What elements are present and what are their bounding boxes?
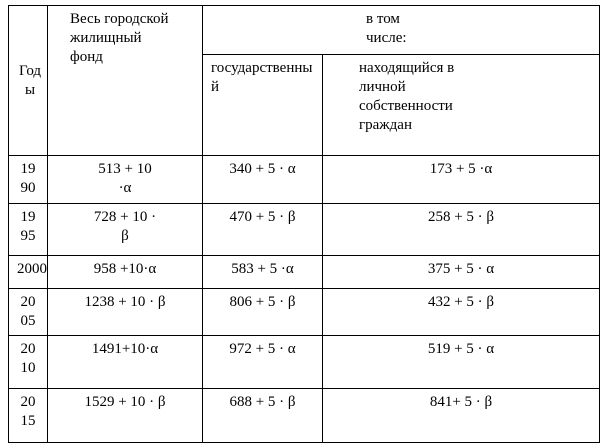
header-text: находящийся в личной собственности гражд… (359, 60, 455, 133)
table-cell: 2015 (8, 388, 48, 443)
cell-text: 258 + 5 · β (427, 209, 495, 225)
cell-text: 688 + 5 · β (229, 394, 296, 410)
table-cell: 432 + 5 · β (322, 288, 600, 336)
header-text: Весь городской жилищный фонд (70, 11, 169, 65)
table-cell: 2010 (8, 335, 48, 389)
table-cell: 1995 (8, 203, 48, 256)
cell-text: 1990 (20, 161, 36, 196)
table-row: 1995 728 + 10 · β 470 + 5 · β 258 + 5 · β (8, 203, 600, 256)
table-cell: 375 + 5 · α (322, 255, 600, 289)
cell-text: 2005 (20, 294, 36, 329)
table-row: 1990 513 + 10 ·α 340 + 5 · α 173 + 5 ·α (8, 155, 600, 204)
cell-text: 432 + 5 · β (427, 294, 495, 310)
table-cell: 258 + 5 · β (322, 203, 600, 256)
table-cell: 1491+10·α (47, 335, 203, 389)
cell-text: 513 + 10 ·α (98, 161, 152, 196)
header-cell: Годы (8, 5, 48, 156)
table-cell: 1990 (8, 155, 48, 204)
cell-text: 972 + 5 · α (229, 341, 296, 357)
cell-text: 2010 (20, 341, 36, 376)
cell-text: 958 +10·α (93, 261, 157, 277)
table-row: 2000 958 +10·α 583 + 5 ·α 375 + 5 · α (8, 255, 600, 289)
cell-text: 2015 (20, 394, 36, 429)
cell-text: 2000 (17, 261, 47, 277)
table-row: 2010 1491+10·α 972 + 5 · α 519 + 5 · α (8, 335, 600, 389)
cell-text: 340 + 5 · α (229, 161, 296, 177)
cell-text: 1238 + 10 · β (84, 294, 166, 310)
table-cell: 958 +10·α (47, 255, 203, 289)
cell-text: 806 + 5 · β (229, 294, 296, 310)
cell-text: 173 + 5 ·α (429, 161, 493, 177)
header-text: Годы (18, 62, 42, 98)
cell-text: 1995 (20, 209, 36, 244)
header-row: Годы Весь городской жилищный фонд в том … (8, 5, 600, 156)
cell-text: 375 + 5 · α (427, 261, 495, 277)
header-text: в том числе: (366, 11, 407, 46)
header-text: государственный (211, 60, 313, 95)
table-cell: 470 + 5 · β (202, 203, 323, 256)
table-cell: 728 + 10 · β (47, 203, 203, 256)
table-cell: 340 + 5 · α (202, 155, 323, 204)
cell-text: 841+ 5 · β (429, 394, 493, 410)
table-cell: 583 + 5 ·α (202, 255, 323, 289)
header-cell: в том числе: (202, 5, 600, 55)
housing-table: Годы Весь городской жилищный фонд в том … (8, 5, 600, 443)
table-row: 2005 1238 + 10 · β 806 + 5 · β 432 + 5 · β (8, 288, 600, 336)
table-cell: 806 + 5 · β (202, 288, 323, 336)
table-cell: 513 + 10 ·α (47, 155, 203, 204)
header-cell: Весь городской жилищный фонд (47, 5, 203, 156)
table-cell: 2005 (8, 288, 48, 336)
cell-text: 1491+10·α (91, 341, 159, 357)
table-body: 1990 513 + 10 ·α 340 + 5 · α 173 + 5 ·α 1995… (8, 155, 600, 443)
table-cell: 173 + 5 ·α (322, 155, 600, 204)
table-cell: 972 + 5 · α (202, 335, 323, 389)
cell-text: 470 + 5 · β (229, 209, 296, 225)
table-cell: 841+ 5 · β (322, 388, 600, 443)
cell-text: 728 + 10 · β (93, 209, 157, 244)
table-cell: 1529 + 10 · β (47, 388, 203, 443)
header-cell: находящийся в личной собственности гражд… (322, 54, 600, 156)
cell-text: 519 + 5 · α (427, 341, 495, 357)
cell-text: 583 + 5 ·α (231, 261, 294, 277)
cell-text: 1529 + 10 · β (84, 394, 166, 410)
table-cell: 519 + 5 · α (322, 335, 600, 389)
table-row: 2015 1529 + 10 · β 688 + 5 · β 841+ 5 · β (8, 388, 600, 443)
table-cell: 688 + 5 · β (202, 388, 323, 443)
table-cell: 2000 (8, 255, 48, 289)
header-cell: государственный (202, 54, 323, 156)
table-cell: 1238 + 10 · β (47, 288, 203, 336)
header-row: государственный находящийся в личной соб… (9, 54, 600, 156)
